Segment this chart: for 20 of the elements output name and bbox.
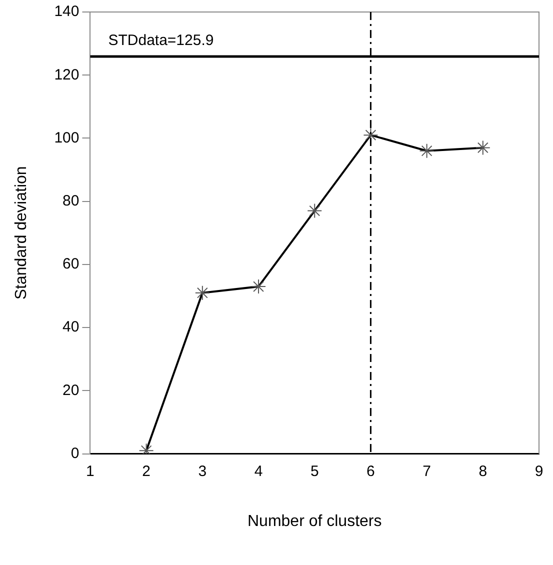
y-tick-label: 20 [62, 382, 80, 399]
y-tick-label: 60 [62, 256, 80, 273]
x-tick-label: 5 [310, 462, 319, 480]
x-tick-label: 1 [86, 462, 94, 480]
ref-line-label: STDdata=125.9 [108, 32, 214, 50]
y-tick-label: 40 [62, 318, 80, 336]
x-tick-label: 8 [478, 462, 488, 480]
y-tick-label: 0 [70, 444, 80, 462]
y-tick-label: 140 [54, 3, 80, 20]
x-tick-label: 4 [254, 462, 263, 480]
x-tick-label: 7 [422, 462, 431, 480]
y-axis-title: Standard deviation [13, 166, 30, 300]
y-tick-label: 80 [62, 192, 80, 210]
y-tick-label: 100 [54, 129, 80, 146]
x-tick-label: 6 [366, 462, 375, 480]
x-tick-label: 3 [198, 462, 207, 480]
x-tick-label: 9 [534, 462, 544, 480]
y-tick-label: 120 [54, 66, 80, 84]
x-tick-label: 2 [142, 462, 150, 480]
x-axis-title: Number of clusters [247, 512, 382, 530]
